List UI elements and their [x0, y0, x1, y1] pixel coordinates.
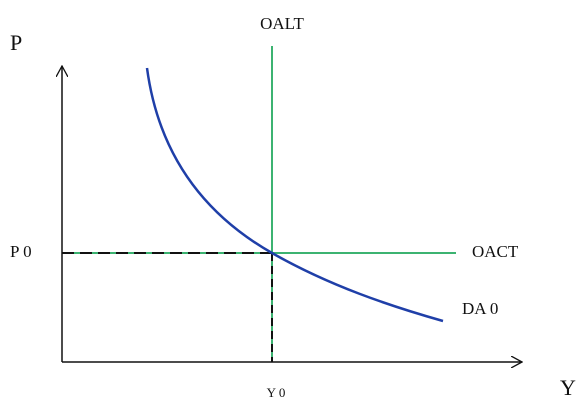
oact-label: OACT [472, 242, 519, 261]
da-curve [145, 67, 444, 323]
y-axis-label: P [10, 30, 22, 55]
oalt-label: OALT [260, 14, 304, 33]
x-axis-label: Y [560, 375, 576, 400]
price-label: P 0 [10, 242, 32, 261]
da-label: DA 0 [462, 299, 498, 318]
output-label: Y 0 [267, 385, 286, 400]
